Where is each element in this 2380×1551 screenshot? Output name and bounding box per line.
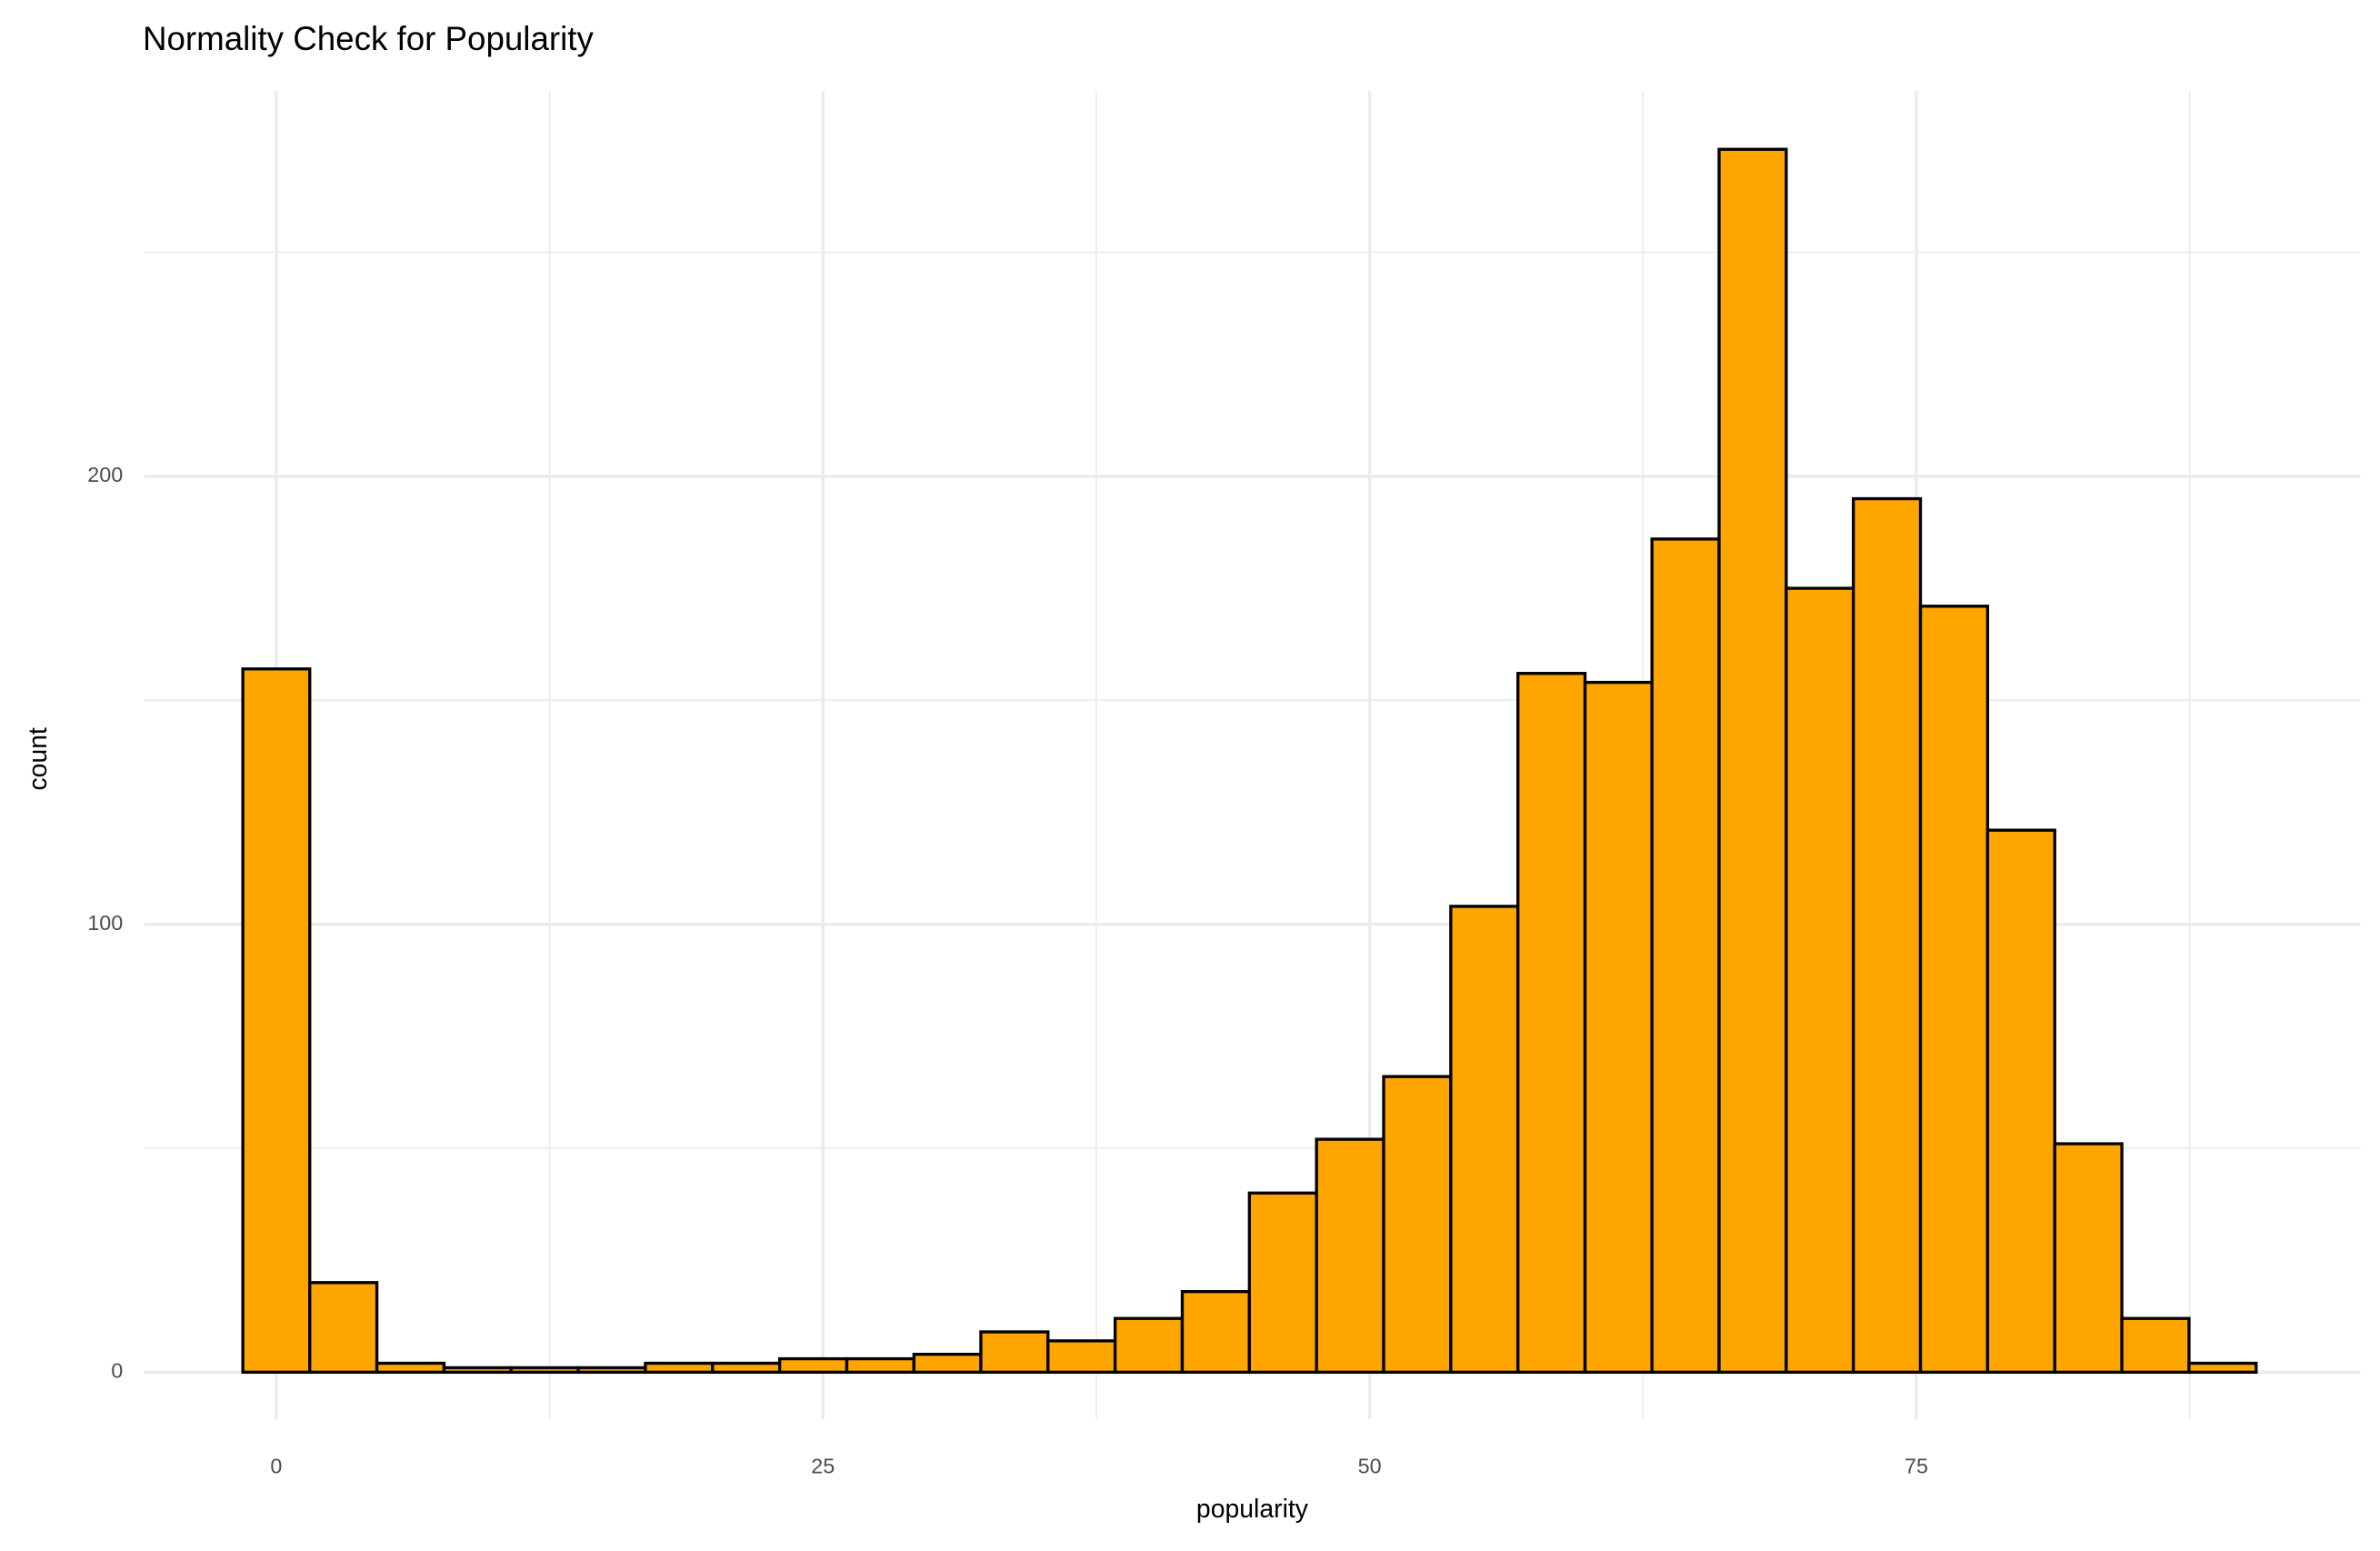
- bar: [1113, 1316, 1185, 1375]
- bar: [2120, 1316, 2191, 1375]
- bar: [912, 1352, 983, 1375]
- bar: [845, 1356, 916, 1375]
- bar: [442, 1366, 513, 1375]
- bar: [1985, 828, 2056, 1375]
- x-tick-label: 0: [270, 1455, 282, 1478]
- bar: [1516, 672, 1587, 1375]
- bar: [1918, 605, 1990, 1375]
- bar: [1717, 147, 1788, 1375]
- x-tick-label: 50: [1358, 1455, 1382, 1478]
- bar: [2053, 1142, 2124, 1375]
- bar: [1852, 496, 1923, 1375]
- bar: [1583, 680, 1654, 1375]
- bar: [777, 1356, 849, 1375]
- bar: [1382, 1075, 1453, 1375]
- y-tick-label: 0: [111, 1359, 123, 1383]
- bar: [1315, 1137, 1385, 1375]
- x-axis-label: popularity: [1196, 1495, 1309, 1524]
- bar: [979, 1330, 1050, 1375]
- bar: [1046, 1339, 1117, 1375]
- bar: [241, 667, 312, 1375]
- bar: [1247, 1191, 1318, 1375]
- bar: [1180, 1289, 1251, 1375]
- chart-title: Normality Check for Popularity: [143, 20, 595, 57]
- y-tick-label: 100: [87, 911, 123, 935]
- y-tick-label: 200: [87, 463, 123, 486]
- bar: [1449, 905, 1520, 1375]
- x-tick-label: 25: [811, 1455, 835, 1478]
- bar: [2187, 1361, 2258, 1375]
- x-tick-label: 75: [1905, 1455, 1928, 1478]
- bar: [644, 1361, 715, 1375]
- bar: [711, 1361, 782, 1375]
- bar: [576, 1366, 647, 1375]
- bar: [1650, 537, 1721, 1375]
- bar: [375, 1361, 446, 1375]
- bar: [308, 1281, 379, 1375]
- y-axis-label: count: [24, 727, 53, 791]
- bar: [1785, 586, 1855, 1375]
- bar: [509, 1366, 580, 1375]
